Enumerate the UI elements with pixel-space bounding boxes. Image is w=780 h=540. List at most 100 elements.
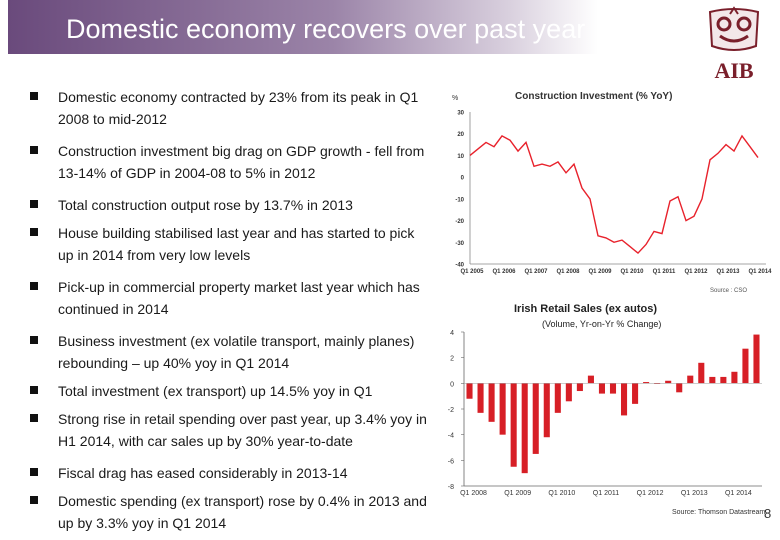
bullet-list: Domestic economy contracted by 23% from … bbox=[30, 86, 430, 534]
x-tick-label: Q1 2007 bbox=[524, 269, 548, 275]
bar bbox=[621, 383, 628, 416]
bullet-item: Fiscal drag has eased considerably in 20… bbox=[30, 462, 430, 484]
x-tick-label: Q1 2008 bbox=[460, 490, 487, 497]
title-bar: Domestic economy recovers over past year bbox=[8, 0, 598, 54]
bullet-text: Strong rise in retail spending over past… bbox=[58, 411, 427, 449]
bullet-item: Domestic spending (ex transport) rose by… bbox=[30, 490, 430, 534]
x-tick-label: Q1 2009 bbox=[504, 490, 531, 497]
x-tick-label: Q1 2014 bbox=[725, 490, 752, 497]
construction-investment-chart: % Construction Investment (% YoY) 30 20 10… bbox=[452, 91, 772, 294]
y-tick-label: 0 bbox=[461, 176, 465, 182]
bar bbox=[554, 383, 561, 413]
x-tick-label: Q1 2013 bbox=[681, 490, 708, 497]
x-tick-label: Q1 2011 bbox=[653, 269, 676, 275]
x-tick-label: Q1 2010 bbox=[620, 269, 644, 275]
bullet-item: Pick-up in commercial property market la… bbox=[30, 276, 430, 320]
chart-source: Source: Thomson Datastream bbox=[672, 509, 765, 516]
x-tick-label: Q1 2012 bbox=[684, 269, 708, 275]
y-tick-label: -10 bbox=[455, 197, 464, 203]
bar bbox=[521, 383, 528, 474]
bullet-item: Construction investment big drag on GDP … bbox=[30, 140, 430, 184]
bar bbox=[609, 383, 617, 394]
y-tick-label: -4 bbox=[448, 433, 454, 440]
retail-sales-chart: Irish Retail Sales (ex autos) (Volume, Y… bbox=[448, 303, 766, 516]
bullet-item: House building stabilised last year and … bbox=[30, 222, 430, 266]
bar bbox=[687, 375, 694, 384]
bullet-marker bbox=[30, 282, 38, 290]
x-tick-label: Q1 2013 bbox=[716, 269, 740, 275]
bullet-text: Total construction output rose by 13.7% … bbox=[58, 197, 353, 213]
x-tick-label: Q1 2009 bbox=[588, 269, 612, 275]
y-tick-label: 10 bbox=[457, 154, 464, 160]
bullet-item: Total investment (ex transport) up 14.5%… bbox=[30, 380, 430, 402]
bullet-text: House building stabilised last year and … bbox=[58, 225, 415, 263]
bullet-marker bbox=[30, 468, 38, 476]
bar bbox=[510, 383, 517, 467]
unit-label: % bbox=[452, 95, 458, 102]
bullet-marker bbox=[30, 336, 38, 344]
bar bbox=[742, 348, 749, 384]
chart-source: Source : CSO bbox=[710, 288, 747, 294]
x-tick-label: Q1 2005 bbox=[460, 269, 484, 275]
bar bbox=[753, 334, 760, 384]
bullet-item: Total construction output rose by 13.7% … bbox=[30, 194, 430, 216]
bar bbox=[665, 380, 672, 384]
bar bbox=[499, 383, 506, 435]
bullet-text: Pick-up in commercial property market la… bbox=[58, 279, 420, 317]
y-tick-label: -8 bbox=[448, 484, 454, 491]
x-tick-label: Q1 2006 bbox=[492, 269, 516, 275]
y-tick-label: 20 bbox=[457, 132, 464, 138]
bar bbox=[698, 362, 705, 384]
bar bbox=[565, 383, 572, 402]
x-tick-label: Q1 2014 bbox=[748, 269, 772, 275]
bullet-marker bbox=[30, 414, 38, 422]
bullet-marker bbox=[30, 92, 38, 100]
bar bbox=[643, 382, 650, 384]
y-tick-label: 30 bbox=[457, 111, 464, 117]
x-tick-label: Q1 2008 bbox=[556, 269, 580, 275]
bar bbox=[676, 383, 683, 393]
bullet-marker bbox=[30, 146, 38, 154]
y-tick-label: -30 bbox=[455, 241, 464, 247]
logo-text: AIB bbox=[714, 58, 754, 83]
x-tick-label: Q1 2011 bbox=[593, 490, 619, 497]
chart-subtitle: (Volume, Yr-on-Yr % Change) bbox=[542, 319, 661, 329]
slide-title: Domestic economy recovers over past year bbox=[66, 14, 586, 44]
y-tick-label: -6 bbox=[448, 458, 454, 465]
bullet-marker bbox=[30, 496, 38, 504]
bar bbox=[632, 383, 639, 404]
bar bbox=[488, 383, 495, 422]
y-tick-label: 0 bbox=[450, 381, 454, 388]
bar bbox=[709, 376, 716, 384]
bullet-text: Business investment (ex volatile transpo… bbox=[58, 333, 415, 371]
page-number: 8 bbox=[764, 506, 772, 521]
bar bbox=[587, 375, 594, 384]
chart-title: Irish Retail Sales (ex autos) bbox=[514, 303, 657, 315]
bar bbox=[576, 383, 583, 392]
construction-investment-series bbox=[469, 134, 759, 255]
bullet-marker bbox=[30, 386, 38, 394]
bar bbox=[532, 383, 539, 454]
bar bbox=[654, 383, 661, 384]
x-tick-label: Q1 2012 bbox=[637, 490, 664, 497]
bullet-item: Domestic economy contracted by 23% from … bbox=[30, 86, 430, 130]
bullet-text: Total investment (ex transport) up 14.5%… bbox=[58, 383, 373, 399]
y-tick-label: -40 bbox=[455, 263, 464, 269]
bar bbox=[731, 371, 738, 384]
bar bbox=[466, 383, 473, 399]
chart-title: Construction Investment (% YoY) bbox=[515, 91, 672, 102]
bullet-marker bbox=[30, 200, 38, 208]
y-tick-label: -2 bbox=[448, 407, 454, 414]
bullet-text: Fiscal drag has eased considerably in 20… bbox=[58, 465, 348, 481]
bar bbox=[477, 383, 484, 413]
bullet-marker bbox=[30, 228, 38, 236]
bar bbox=[543, 383, 550, 438]
y-tick-label: -20 bbox=[455, 219, 464, 225]
y-tick-label: 2 bbox=[450, 356, 454, 363]
bar bbox=[720, 376, 727, 384]
bullet-item: Strong rise in retail spending over past… bbox=[30, 408, 430, 452]
y-tick-label: 4 bbox=[450, 330, 454, 337]
x-tick-label: Q1 2010 bbox=[548, 490, 575, 497]
bullet-item: Business investment (ex volatile transpo… bbox=[30, 330, 430, 374]
bullet-text: Construction investment big drag on GDP … bbox=[58, 143, 425, 181]
